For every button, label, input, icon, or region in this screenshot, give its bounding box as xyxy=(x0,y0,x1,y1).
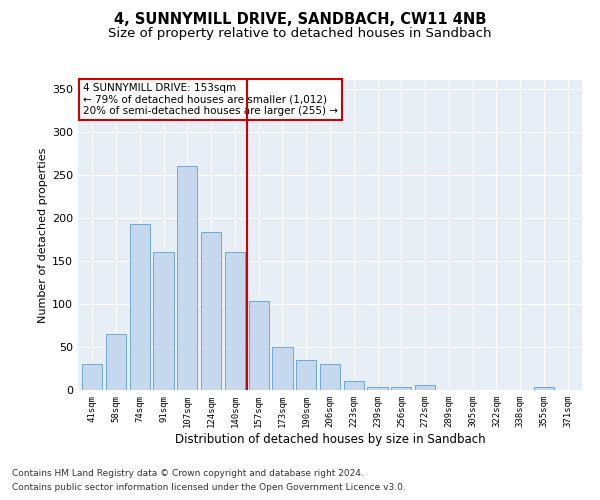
Bar xyxy=(248,302,269,390)
Y-axis label: Number of detached properties: Number of detached properties xyxy=(38,148,48,322)
Bar xyxy=(367,386,388,390)
Bar xyxy=(272,347,293,390)
Text: Size of property relative to detached houses in Sandbach: Size of property relative to detached ho… xyxy=(108,28,492,40)
Text: 4, SUNNYMILL DRIVE, SANDBACH, CW11 4NB: 4, SUNNYMILL DRIVE, SANDBACH, CW11 4NB xyxy=(114,12,486,28)
Bar xyxy=(320,364,340,390)
Bar xyxy=(415,385,435,390)
Text: 4 SUNNYMILL DRIVE: 153sqm
← 79% of detached houses are smaller (1,012)
20% of se: 4 SUNNYMILL DRIVE: 153sqm ← 79% of detac… xyxy=(83,83,338,116)
Bar xyxy=(296,360,316,390)
Bar xyxy=(82,364,103,390)
Text: Contains public sector information licensed under the Open Government Licence v3: Contains public sector information licen… xyxy=(12,484,406,492)
Bar xyxy=(534,388,554,390)
Bar xyxy=(177,166,197,390)
Bar xyxy=(106,334,126,390)
Bar xyxy=(344,380,364,390)
Bar xyxy=(225,252,245,390)
Bar xyxy=(391,386,412,390)
Bar xyxy=(154,252,173,390)
Bar xyxy=(201,232,221,390)
X-axis label: Distribution of detached houses by size in Sandbach: Distribution of detached houses by size … xyxy=(175,432,485,446)
Bar xyxy=(130,224,150,390)
Text: Contains HM Land Registry data © Crown copyright and database right 2024.: Contains HM Land Registry data © Crown c… xyxy=(12,468,364,477)
